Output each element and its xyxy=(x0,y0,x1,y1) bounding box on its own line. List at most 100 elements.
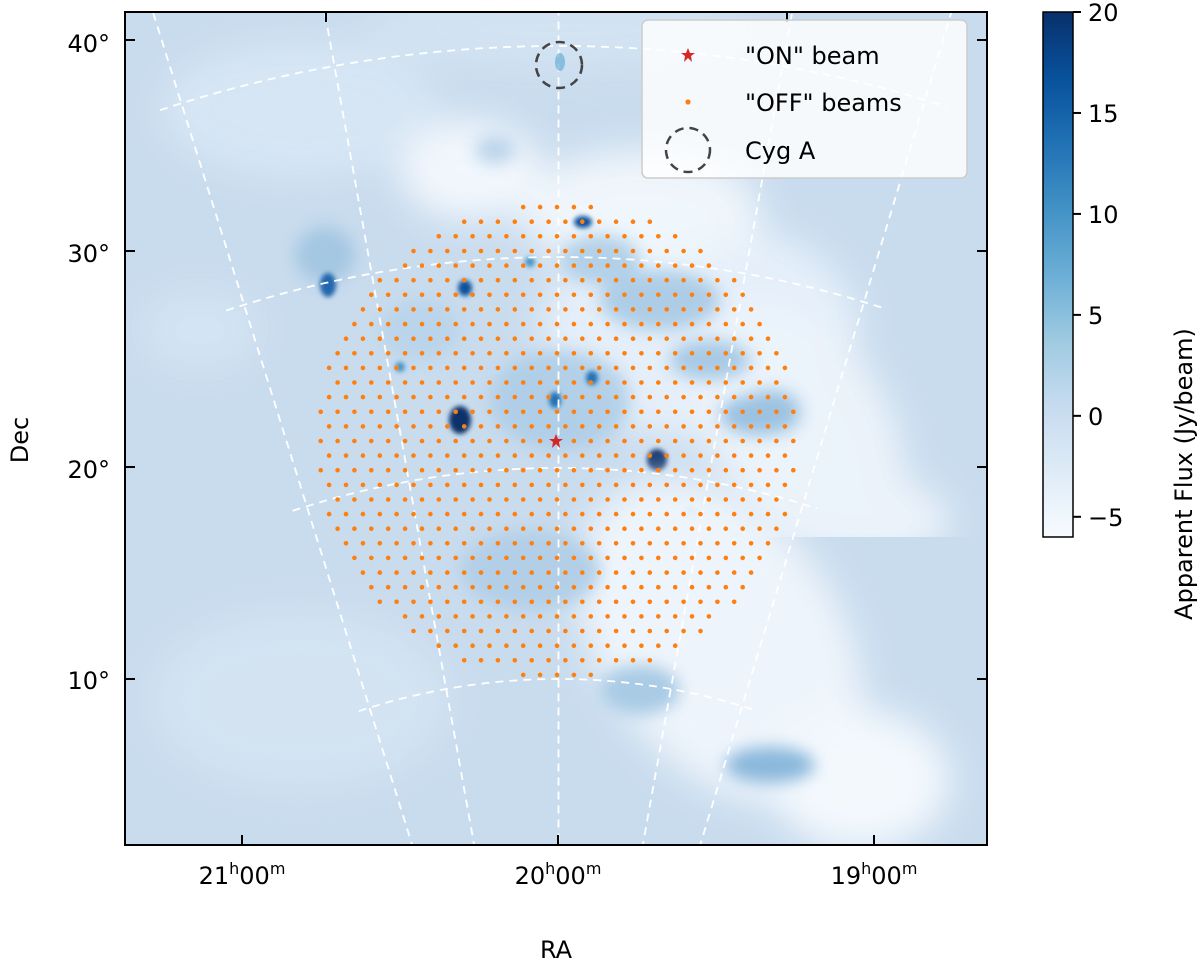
off-beam-point xyxy=(520,263,526,268)
off-beam-point xyxy=(554,292,560,298)
off-beam-point xyxy=(537,204,543,210)
off-beam-point xyxy=(774,438,779,444)
colorbar-tick-label: 10 xyxy=(1088,201,1119,229)
off-beam-point xyxy=(377,336,383,342)
off-beam-point xyxy=(385,438,391,444)
off-beam-point xyxy=(765,336,771,342)
off-beam-point xyxy=(495,248,501,254)
off-beam-point xyxy=(782,424,788,429)
off-beam-point xyxy=(402,555,408,561)
off-beam-point xyxy=(487,643,492,648)
off-beam-point xyxy=(453,526,459,531)
off-beam-point xyxy=(571,643,577,648)
off-beam-point xyxy=(630,511,636,517)
off-beam-point xyxy=(461,453,467,458)
off-beam-point xyxy=(369,321,374,327)
legend-cyga-marker xyxy=(664,126,712,174)
colorbar-label: Apparent Flux (Jy/beam) xyxy=(1170,328,1198,620)
off-beam-point xyxy=(571,263,577,268)
off-beam-point xyxy=(613,511,619,517)
off-beam-point xyxy=(681,365,686,371)
off-beam-point xyxy=(731,277,737,283)
off-beam-point xyxy=(520,672,526,678)
off-beam-point xyxy=(335,438,340,444)
off-beam-point xyxy=(428,277,433,283)
off-beam-point xyxy=(394,453,399,458)
off-beam-point xyxy=(571,321,577,327)
off-beam-point xyxy=(487,555,492,561)
off-beam-point xyxy=(385,380,391,385)
off-beam-point xyxy=(672,555,678,561)
off-beam-point xyxy=(689,409,695,415)
off-beam-point xyxy=(402,438,408,444)
off-beam-point xyxy=(580,336,585,342)
ra-grid-line xyxy=(151,12,414,845)
dec-grid-line xyxy=(292,467,818,512)
off-beam-point xyxy=(757,526,762,531)
off-beam-point xyxy=(715,541,720,546)
off-beam-point xyxy=(377,511,383,517)
legend: "ON" beam "OFF" beams Cyg A xyxy=(641,19,968,179)
off-beam-point xyxy=(461,570,467,575)
off-beam-point xyxy=(520,234,526,239)
off-beam-point xyxy=(453,467,459,473)
off-beam-point xyxy=(335,380,340,385)
off-beam-point xyxy=(605,409,610,415)
axes xyxy=(124,11,988,846)
off-beam-point xyxy=(647,541,653,546)
colorbar-tick-label: 0 xyxy=(1088,403,1103,431)
off-beam-point xyxy=(664,336,669,342)
off-beam-point xyxy=(512,394,518,400)
off-beam-point xyxy=(563,599,568,605)
off-beam-point xyxy=(377,453,383,458)
off-beam-point xyxy=(698,336,703,342)
off-beam-point xyxy=(571,380,577,385)
off-beam-point xyxy=(639,292,644,298)
off-beam-point xyxy=(672,614,678,619)
off-beam-point xyxy=(402,467,408,473)
off-beam-point xyxy=(554,614,560,619)
off-beam-point xyxy=(546,511,551,517)
off-beam-point xyxy=(436,321,442,327)
colorbar-tick-label: −5 xyxy=(1088,504,1123,532)
off-beam-point xyxy=(647,248,653,254)
off-beam-point xyxy=(554,409,560,415)
off-beam-point xyxy=(689,292,695,298)
off-beam-point xyxy=(537,614,543,619)
off-beam-point xyxy=(520,584,526,590)
off-beam-point xyxy=(656,234,661,239)
off-beam-point xyxy=(613,658,619,663)
off-beam-point xyxy=(554,204,560,210)
off-beam-point xyxy=(520,321,526,327)
off-beam-point xyxy=(461,336,467,342)
off-beam-point xyxy=(630,219,636,224)
off-beam-point xyxy=(529,599,534,605)
off-beam-point xyxy=(453,321,459,327)
off-beam-point xyxy=(504,263,509,268)
off-beam-point xyxy=(791,409,796,415)
off-beam-point xyxy=(487,584,492,590)
off-beam-point xyxy=(478,336,484,342)
colorbar-tick-label: 5 xyxy=(1088,302,1103,330)
off-beam-point xyxy=(411,570,416,575)
off-beam-point xyxy=(402,351,408,356)
off-beam-point xyxy=(647,424,653,429)
off-beam-point xyxy=(689,321,695,327)
off-beam-point xyxy=(428,511,433,517)
off-beam-point xyxy=(495,219,501,224)
off-beam-point xyxy=(630,394,636,400)
off-beam-point xyxy=(757,380,762,385)
off-beam-point xyxy=(731,599,737,605)
off-beam-point xyxy=(478,307,484,312)
off-beam-point xyxy=(546,336,551,342)
off-beam-point xyxy=(622,526,627,531)
off-beam-point xyxy=(470,234,475,239)
off-beam-point xyxy=(360,511,366,517)
off-beam-point xyxy=(698,394,703,400)
off-beam-point xyxy=(546,599,551,605)
off-beam-point xyxy=(698,277,703,283)
off-beam-point xyxy=(520,292,526,298)
off-beam-point xyxy=(588,614,594,619)
off-beam-point xyxy=(622,409,627,415)
off-beam-point xyxy=(571,584,577,590)
